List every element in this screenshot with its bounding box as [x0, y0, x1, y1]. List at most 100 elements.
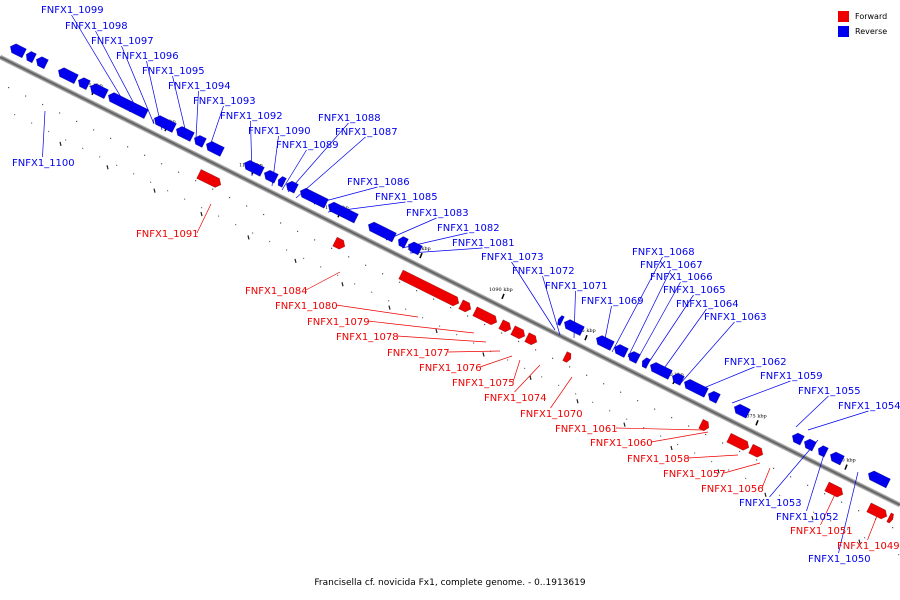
gene-body [57, 67, 79, 85]
guide-dot [116, 164, 118, 166]
gene-body [277, 176, 287, 188]
leader-line [479, 355, 513, 368]
guide-dot [745, 477, 747, 480]
gene-label: FNFX1_1050 [808, 554, 871, 565]
gene-label: FNFX1_1065 [663, 285, 726, 296]
leader-line [409, 247, 483, 254]
guide-dot [450, 307, 452, 309]
reverse-gene [299, 187, 329, 209]
leader-line [42, 110, 46, 158]
guide-dot [484, 323, 486, 326]
forward-gene [498, 319, 512, 333]
forward-gene [824, 481, 844, 498]
gene-body [398, 269, 460, 307]
gene-body [299, 187, 329, 209]
guide-dash [717, 469, 720, 474]
guide-dot [637, 400, 639, 402]
forward-gene [562, 351, 572, 363]
guide-dot [235, 223, 237, 226]
gene-label: FNFX1_1066 [650, 272, 713, 283]
forward-gene [458, 299, 472, 313]
leader-line [838, 471, 859, 554]
guide-dash [764, 492, 767, 497]
gene-label: FNFX1_1062 [724, 357, 787, 368]
gene-body [791, 432, 805, 446]
guide-dot [569, 366, 571, 368]
guide-dot [184, 198, 186, 200]
gene-label: FNFX1_1056 [701, 484, 764, 495]
forward-gene [698, 418, 710, 432]
leader-line [627, 269, 671, 358]
gene-label: FNFX1_1058 [627, 454, 690, 465]
leader-line [687, 454, 739, 459]
guide-dot [796, 503, 798, 505]
guide-dot [365, 264, 367, 266]
gene-body [733, 403, 751, 419]
tick-label: 1090 kbp [489, 287, 513, 293]
gene-label: FNFX1_1080 [275, 301, 338, 312]
guide-dot [603, 383, 605, 385]
guide-dot [858, 510, 860, 512]
gene-label: FNFX1_1082 [437, 223, 500, 234]
guide-dot [756, 459, 758, 461]
gene-labels: FNFX1_1099 FNFX1_1098 FNFX1_1097 FNFX1_1096… [12, 5, 900, 565]
guide-dot [654, 408, 656, 410]
guide-dot [218, 215, 220, 217]
guide-dot [824, 493, 826, 495]
gene-label: FNFX1_1061 [555, 424, 618, 435]
guide-dot [847, 528, 849, 530]
reverse-gene [35, 56, 49, 70]
guide-dot [246, 205, 248, 207]
gene-body [196, 169, 222, 188]
reverse-gene [77, 77, 91, 91]
reverse-gene [89, 83, 109, 100]
guide-dot [201, 207, 203, 209]
gene-body [886, 512, 894, 524]
gene-label: FNFX1_1074 [484, 393, 547, 404]
guide-dot [626, 418, 628, 420]
gene-body [35, 56, 49, 70]
guide-dot [807, 484, 809, 486]
tick-label: 1075 kbp [743, 413, 767, 419]
guide-dot [864, 537, 866, 539]
gene-body [817, 445, 829, 458]
gene-body [866, 502, 888, 520]
guide-dot [688, 425, 690, 427]
guide-dash [529, 375, 532, 380]
leader-line [95, 30, 141, 116]
guide-dot [127, 146, 129, 148]
guide-dot [722, 442, 724, 444]
leader-line [447, 350, 501, 353]
gene-label: FNFX1_1055 [798, 386, 861, 397]
guide-dot [892, 527, 894, 529]
gene-body [332, 236, 346, 250]
reverse-gene [397, 236, 409, 249]
guide-dot [422, 317, 424, 319]
gene-label: FNFX1_1070 [520, 409, 583, 420]
forward-gene [866, 502, 888, 520]
gene-body [263, 169, 279, 184]
gene-body [649, 362, 673, 380]
reverse-gene [791, 432, 805, 446]
leader-line [659, 308, 707, 375]
leader-line [511, 261, 556, 331]
gene-body [524, 332, 538, 346]
guide-dot [25, 95, 27, 97]
guide-dot [711, 460, 713, 463]
guide-dot [263, 213, 265, 216]
leader-line [731, 380, 791, 404]
strand-legend: Forward Reverse [838, 9, 887, 39]
guide-dash [858, 539, 861, 544]
gene-label: FNFX1_1094 [168, 81, 231, 92]
guide-dot [535, 349, 537, 351]
gene-body [595, 335, 615, 351]
forward-gene [332, 236, 346, 250]
gene-label: FNFX1_1064 [676, 299, 739, 310]
forward-gene [472, 306, 498, 326]
gene-label: FNFX1_1084 [245, 286, 308, 297]
reverse-gene [817, 445, 829, 458]
guide-dot [609, 410, 611, 412]
gene-label: FNFX1_1097 [91, 36, 154, 47]
legend-reverse-label: Reverse [855, 27, 888, 36]
reverse-gene [613, 344, 629, 358]
